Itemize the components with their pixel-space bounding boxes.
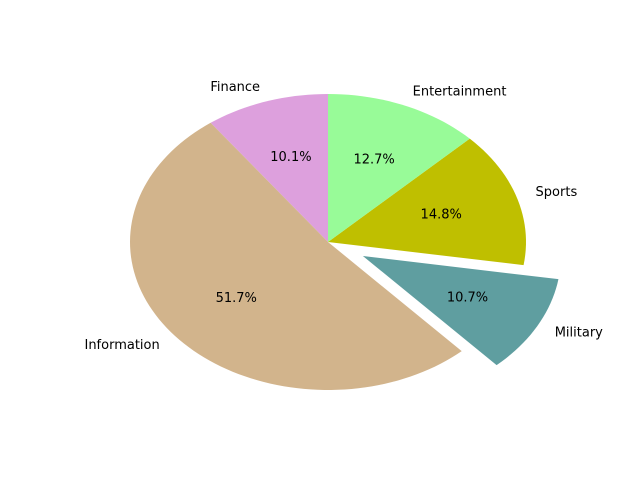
slice-label-information: Information	[84, 338, 159, 353]
pie-labels: 10.1% Finance 51.7% Information 10.7% Militar…	[84, 80, 603, 353]
pct-label-sports: 14.8%	[421, 208, 462, 223]
pct-label-entertainment: 12.7%	[353, 153, 394, 168]
pie-slice-finance	[210, 94, 328, 242]
slice-label-military: Military	[555, 326, 603, 341]
slice-label-sports: Sports	[536, 185, 578, 200]
pct-label-military: 10.7%	[447, 291, 488, 306]
pct-label-information: 51.7%	[216, 291, 257, 306]
slice-label-finance: Finance	[210, 80, 260, 95]
pie-slice-information	[130, 122, 462, 390]
pie-slice-sports	[328, 138, 526, 266]
pie-slice-entertainment	[328, 94, 470, 242]
pct-label-finance: 10.1%	[270, 150, 311, 165]
pie-slice-military	[362, 256, 559, 366]
pie-slices	[130, 94, 559, 390]
slice-label-entertainment: Entertainment	[413, 84, 507, 99]
